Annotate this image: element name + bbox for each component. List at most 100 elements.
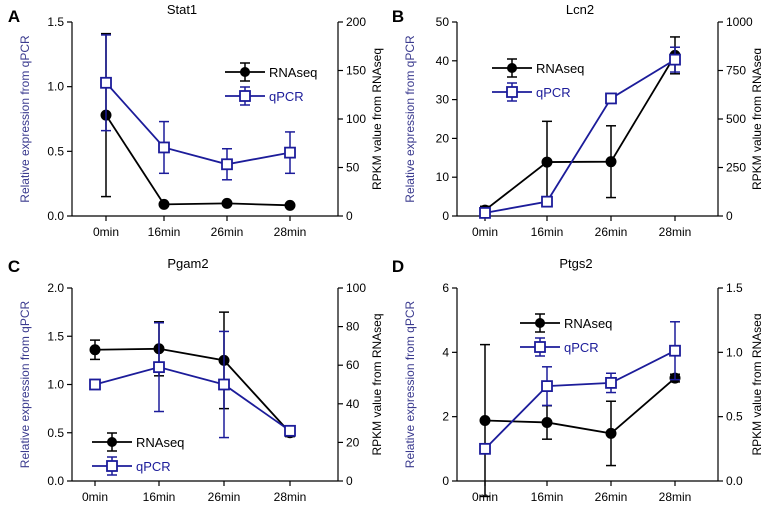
chart-title: Stat1 — [167, 2, 197, 17]
y-tick-label-right: 0 — [346, 474, 353, 488]
legend-marker — [507, 63, 517, 73]
series-rnaseq — [89, 311, 296, 439]
x-tick-label: 0min — [472, 225, 498, 239]
data-point — [541, 416, 553, 428]
data-point — [100, 76, 112, 89]
series-line — [484, 54, 676, 211]
y-axis-title-left: Relative expression from qPCR — [403, 35, 417, 203]
y-tick-label-right: 1.0 — [726, 345, 743, 359]
legend-marker — [534, 341, 546, 353]
y-tick-label-right: 200 — [346, 15, 366, 29]
legend: RNAseq qPCR — [520, 313, 612, 357]
x-tick-label: 28min — [274, 225, 307, 239]
y-tick-label-left: 6 — [442, 281, 449, 295]
chart-panel-d: DPtgs202460.00.51.01.50min16min26min28mi… — [392, 256, 761, 504]
x-tick-label: 16min — [143, 490, 176, 504]
data-point — [153, 361, 165, 374]
panel-label: C — [8, 257, 20, 276]
y-tick-label-left: 1.5 — [47, 329, 64, 343]
x-tick-label: 28min — [659, 490, 692, 504]
y-axis-title-left: Relative expression from qPCR — [403, 300, 417, 468]
x-tick-label: 16min — [148, 225, 181, 239]
legend-label: RNAseq — [564, 316, 612, 331]
y-tick-label-left: 1.0 — [47, 80, 64, 94]
legend-marker — [106, 460, 118, 472]
series-line — [94, 347, 291, 434]
y-tick-label-right: 1000 — [726, 15, 753, 29]
data-point — [158, 141, 170, 154]
y-tick-label-right: 0 — [346, 209, 353, 223]
y-tick-label-right: 20 — [346, 435, 360, 449]
data-point — [479, 206, 491, 219]
legend-label: qPCR — [536, 85, 571, 100]
y-tick-label-right: 80 — [346, 320, 360, 334]
series-qpcr — [100, 34, 296, 181]
series-rnaseq — [100, 32, 296, 211]
x-tick-label: 0min — [93, 225, 119, 239]
x-tick-label: 28min — [274, 490, 307, 504]
y-tick-label-left: 0.5 — [47, 426, 64, 440]
y-axis-title-right: RPKM value from RNAseq — [370, 48, 384, 190]
legend-marker — [506, 86, 518, 98]
x-tick-label: 26min — [208, 490, 241, 504]
y-tick-label-left: 4 — [442, 345, 449, 359]
y-axis-title-right: RPKM value from RNAseq — [750, 313, 761, 455]
series-line — [105, 82, 291, 166]
legend-label: RNAseq — [136, 435, 184, 450]
y-tick-label-right: 100 — [346, 281, 366, 295]
data-point — [541, 156, 553, 168]
y-tick-label-left: 20 — [436, 131, 450, 145]
data-point — [479, 442, 491, 455]
y-tick-label-right: 1.5 — [726, 281, 743, 295]
panel-label: B — [392, 7, 404, 26]
y-tick-label-left: 2 — [442, 410, 449, 424]
data-point — [669, 53, 681, 66]
data-point — [605, 427, 617, 439]
series-line — [484, 349, 676, 450]
y-tick-label-left: 1.0 — [47, 378, 64, 392]
y-tick-label-left: 10 — [436, 170, 450, 184]
y-axis-title-left: Relative expression from qPCR — [18, 300, 32, 468]
data-point — [605, 376, 617, 389]
chart-title: Ptgs2 — [559, 256, 592, 271]
legend-marker — [107, 437, 117, 447]
x-tick-label: 16min — [531, 490, 564, 504]
legend-label: qPCR — [269, 89, 304, 104]
series-line — [484, 58, 676, 214]
y-tick-label-left: 0.0 — [47, 209, 64, 223]
series-line — [105, 114, 291, 207]
series-qpcr — [89, 321, 296, 439]
data-point — [89, 344, 101, 356]
y-tick-label-right: 0 — [726, 209, 733, 223]
y-tick-label-left: 30 — [436, 93, 450, 107]
y-axis-title-left: Relative expression from qPCR — [18, 35, 32, 203]
legend-label: RNAseq — [269, 65, 317, 80]
x-tick-label: 0min — [82, 490, 108, 504]
y-tick-label-right: 100 — [346, 112, 366, 126]
data-point — [284, 146, 296, 159]
y-tick-label-left: 0.5 — [47, 144, 64, 158]
y-tick-label-right: 250 — [726, 161, 746, 175]
x-tick-label: 28min — [659, 225, 692, 239]
series-rnaseq — [479, 343, 681, 498]
y-tick-label-left: 0 — [442, 474, 449, 488]
y-tick-label-right: 60 — [346, 358, 360, 372]
y-axis-title-right: RPKM value from RNAseq — [370, 313, 384, 455]
data-point — [89, 378, 101, 391]
chart-title: Pgam2 — [167, 256, 208, 271]
y-tick-label-right: 50 — [346, 161, 360, 175]
y-tick-label-right: 750 — [726, 64, 746, 78]
data-point — [669, 344, 681, 357]
legend-marker — [535, 318, 545, 328]
data-point — [605, 92, 617, 105]
x-tick-label: 26min — [595, 490, 628, 504]
legend-marker — [239, 90, 251, 102]
series-line — [484, 377, 676, 435]
x-tick-label: 16min — [531, 225, 564, 239]
x-tick-label: 26min — [595, 225, 628, 239]
y-tick-label-right: 0.5 — [726, 410, 743, 424]
y-tick-label-right: 40 — [346, 397, 360, 411]
legend-marker — [240, 67, 250, 77]
y-tick-label-left: 1.5 — [47, 15, 64, 29]
